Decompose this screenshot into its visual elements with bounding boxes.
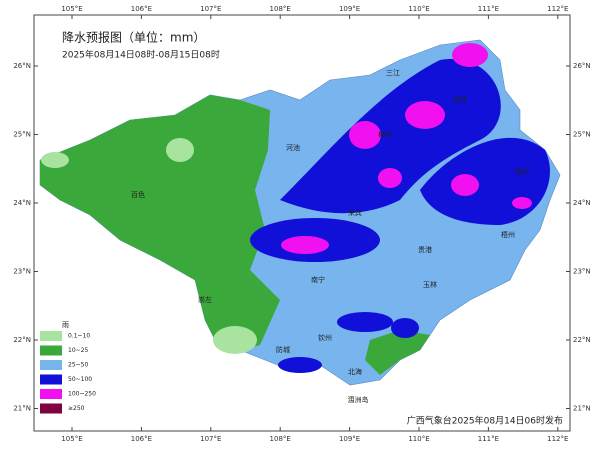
city: 防城 bbox=[276, 345, 290, 354]
lat-label: 26°N bbox=[13, 62, 31, 70]
area-50-100 bbox=[337, 312, 393, 332]
lon-label: 111°E bbox=[478, 5, 499, 13]
lon-label: 106°E bbox=[131, 5, 152, 13]
lon-label: 107°E bbox=[200, 435, 221, 443]
lat-label: 26°N bbox=[573, 62, 591, 70]
area-0-10 bbox=[41, 152, 69, 168]
legend-label: 0.1~10 bbox=[68, 333, 90, 340]
legend-label: 50~100 bbox=[68, 376, 92, 383]
city: 桂林 bbox=[453, 95, 467, 104]
lat-label: 23°N bbox=[13, 268, 31, 276]
area-0-10 bbox=[166, 138, 194, 162]
area-100-250 bbox=[512, 197, 532, 209]
city: 三江 bbox=[386, 69, 400, 77]
area-100-250 bbox=[405, 101, 445, 129]
legend-swatch bbox=[40, 360, 62, 370]
legend: 雨 0.1~10 10~25 25~50 50~100 100~250 ≥250 bbox=[40, 321, 96, 414]
area-100-250 bbox=[281, 236, 329, 254]
lon-label: 109°E bbox=[339, 5, 360, 13]
lat-label: 23°N bbox=[573, 268, 591, 276]
legend-swatch bbox=[40, 331, 62, 341]
lat-label: 25°N bbox=[573, 131, 591, 139]
lon-label: 109°E bbox=[339, 435, 360, 443]
map-title: 降水预报图（单位：mm） bbox=[62, 30, 205, 45]
city: 崇左 bbox=[198, 295, 212, 304]
lon-label: 106°E bbox=[131, 435, 152, 443]
area-50-100 bbox=[278, 357, 322, 373]
city: 南宁 bbox=[311, 275, 325, 284]
legend-swatch bbox=[40, 345, 62, 356]
lon-label: 108°E bbox=[270, 435, 291, 443]
legend-label: 100~250 bbox=[68, 391, 96, 398]
city: 贺州 bbox=[515, 167, 529, 176]
lon-label: 107°E bbox=[200, 5, 221, 13]
city: 北海 bbox=[348, 367, 362, 376]
city-labels: 三江 河池 柳州 桂林 贺州 百色 来宾 梧州 南宁 贵港 玉林 崇左 钦州 防… bbox=[131, 69, 529, 404]
city: 梧州 bbox=[501, 230, 515, 239]
lon-label: 112°E bbox=[547, 5, 568, 13]
lat-label: 21°N bbox=[573, 405, 591, 413]
city: 河池 bbox=[286, 143, 300, 152]
area-100-250 bbox=[451, 174, 479, 196]
city: 百色 bbox=[131, 190, 145, 199]
lon-label: 112°E bbox=[547, 435, 568, 443]
lon-label: 105°E bbox=[61, 5, 82, 13]
area-50-100 bbox=[391, 318, 419, 338]
legend-swatch bbox=[40, 403, 62, 414]
lon-label: 110°E bbox=[408, 5, 429, 13]
area-0-10 bbox=[213, 326, 257, 354]
footer: 广西气象台2025年08月14日06时发布 bbox=[407, 415, 563, 427]
lat-label: 22°N bbox=[13, 336, 31, 344]
legend-title: 雨 bbox=[62, 321, 69, 329]
rain-areas bbox=[39, 39, 561, 386]
city: 钦州 bbox=[318, 333, 332, 342]
lat-label: 24°N bbox=[573, 199, 591, 207]
area-10-25 bbox=[40, 95, 280, 350]
lon-label: 110°E bbox=[408, 435, 429, 443]
legend-swatch bbox=[40, 374, 62, 385]
area-100-250 bbox=[452, 43, 488, 67]
lat-label: 22°N bbox=[573, 336, 591, 344]
lat-label: 24°N bbox=[13, 199, 31, 207]
legend-label: 25~50 bbox=[68, 362, 88, 369]
lon-label: 105°E bbox=[61, 435, 82, 443]
city: 贵港 bbox=[418, 245, 432, 254]
legend-label: 10~25 bbox=[68, 347, 88, 354]
legend-label: ≥250 bbox=[68, 405, 85, 412]
area-50-100 bbox=[280, 59, 501, 214]
legend-swatch bbox=[40, 389, 62, 399]
city: 来宾 bbox=[348, 208, 362, 217]
area-10-25 bbox=[365, 320, 440, 375]
city: 涠洲岛 bbox=[348, 395, 369, 404]
lat-label: 25°N bbox=[13, 131, 31, 139]
area-100-250 bbox=[349, 121, 381, 149]
area-100-250 bbox=[378, 168, 402, 188]
lon-label: 111°E bbox=[478, 435, 499, 443]
lat-label: 21°N bbox=[13, 405, 31, 413]
city: 玉林 bbox=[423, 280, 437, 289]
lon-label: 108°E bbox=[270, 5, 291, 13]
map-subtitle: 2025年08月14日08时-08月15日08时 bbox=[62, 49, 220, 61]
city: 柳州 bbox=[378, 130, 392, 139]
